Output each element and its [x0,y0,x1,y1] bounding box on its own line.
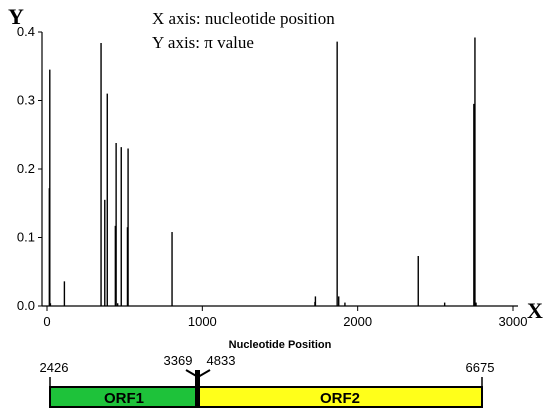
y-tick-label: 0.0 [17,298,35,313]
x-tick-label: 3000 [499,314,528,329]
y-ticks: 0.0 0.1 0.2 0.3 0.4 [17,24,42,313]
y-axis-letter: Y [8,4,24,29]
orf2-label: ORF2 [320,390,360,407]
x-tick-label: 1000 [188,314,217,329]
orf1-end-label: 3369 [164,353,193,368]
orf-junction [195,370,200,407]
x-axis-letter: X [527,298,543,323]
y-tick-label: 0.1 [17,230,35,245]
y-tick-label: 0.3 [17,93,35,108]
axes [41,32,518,307]
y-tick-label: 0.4 [17,24,35,39]
x-ticks: 0 1000 2000 3000 [43,306,527,329]
bars [48,37,477,306]
genome-start-label: 2426 [40,360,69,375]
y-tick-label: 0.2 [17,161,35,176]
y-axis-note: Y axis: π value [152,33,254,52]
genome-map: 2426 3369 4833 6675 ORF1 ORF2 [40,353,495,408]
orf2-start-label: 4833 [207,353,236,368]
genome-end-label: 6675 [466,360,495,375]
orf1-label: ORF1 [104,390,144,407]
x-axis-label: Nucleotide Position [229,339,332,351]
x-tick-label: 2000 [343,314,372,329]
x-axis-note: X axis: nucleotide position [152,9,335,28]
x-tick-label: 0 [43,314,50,329]
